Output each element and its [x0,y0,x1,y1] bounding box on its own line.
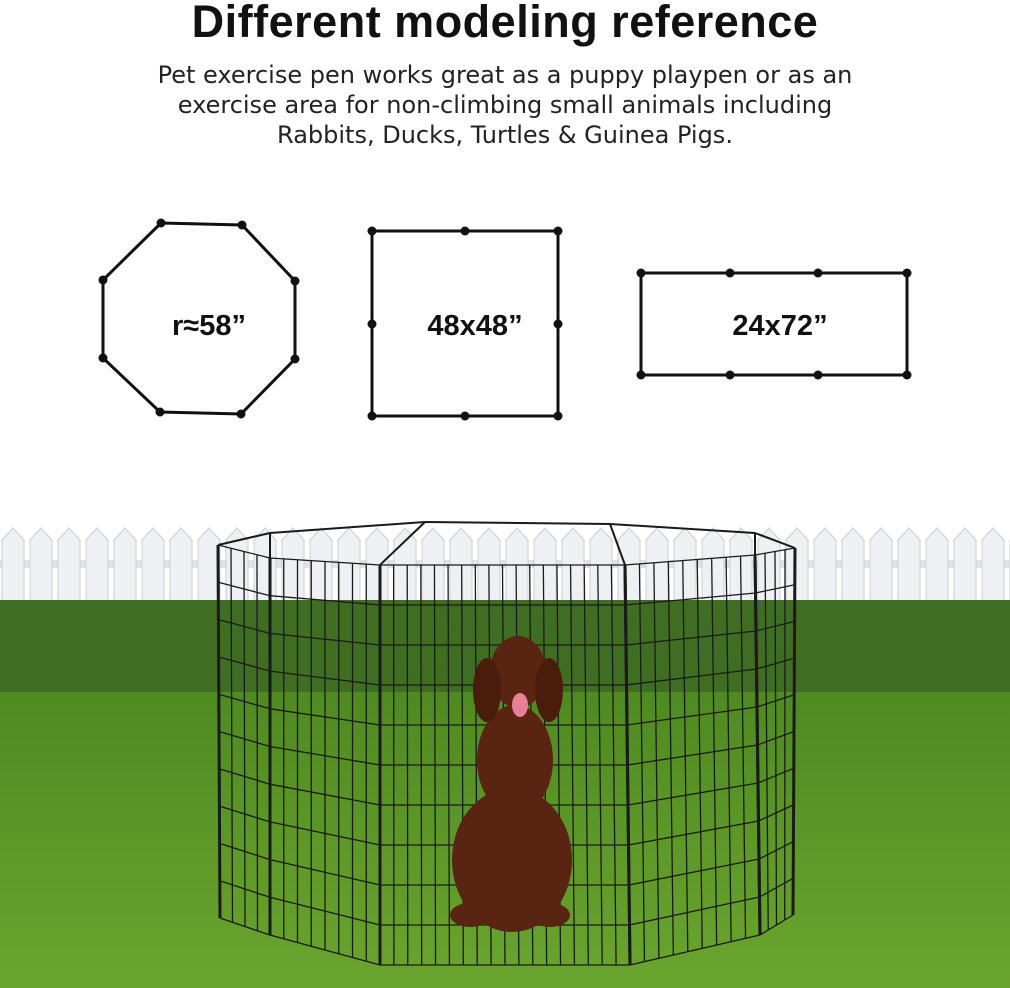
pen-wire [219,768,271,785]
pen-wire [759,877,794,898]
description-line: exercise area for non-climbing small ani… [177,91,833,119]
fence-picket [561,527,585,606]
fence-picket [449,527,473,606]
pen-wire [218,618,271,635]
pen-wire [219,842,271,861]
pen-wire [758,804,794,822]
pen-wire [217,544,271,559]
fence-picket [309,527,333,606]
pen-wire [756,657,795,670]
pen-wire [269,783,381,806]
pen-wire [269,708,381,726]
fence-picket [113,527,137,606]
pen-wire [218,730,271,748]
square-label: 48x48” [427,310,522,342]
fence-picket [981,527,1005,606]
fence-picket [757,527,781,606]
pen-wire [628,858,760,886]
pen-wire [628,820,759,846]
rectangle-label: 24x72” [732,310,827,342]
pen-wire [629,896,760,926]
pen-wire [759,914,794,936]
pen-wire [269,632,381,646]
pen-wire [269,821,381,846]
dog [450,636,572,932]
pen-wire [755,620,795,632]
pen-wire [625,630,757,646]
pen-wire [218,693,271,710]
pen-wire [626,668,757,686]
pen-wire [754,532,796,549]
fence-picket [645,527,669,606]
fence-picket [701,527,725,606]
fence-picket [505,527,529,606]
pen-wire [269,595,381,606]
fence-picket [393,527,417,606]
rectangle-posts [636,268,912,380]
fence-rail [0,560,1010,568]
pen-wire [219,805,271,823]
description-line: Pet exercise pen works great as a puppy … [157,61,853,89]
fence-picket [141,527,165,606]
pen-wire [756,694,795,708]
pen-wire [219,880,271,898]
pen-wire [627,782,759,806]
product-photo [0,460,1010,988]
fence-picket [617,527,641,606]
fence-picket [281,527,305,606]
fence-picket [589,527,613,606]
fence-picket [673,527,697,606]
pen-wire [754,547,796,556]
fence-picket [337,527,361,606]
page-title: Different modeling reference [191,0,819,47]
pen-wire [217,532,271,546]
fence-picket [365,527,389,606]
pen-wire [218,656,271,672]
pen-wire [625,592,756,606]
pen-wire [626,706,758,726]
octagon-label: r≈58” [172,310,246,342]
pen-wire [627,744,758,766]
pen-wire [269,521,426,534]
description: Pet exercise pen works great as a puppy … [0,60,1010,150]
fence-picket [785,527,809,606]
pen-wire [269,934,381,966]
shape-diagrams: r≈58” 48x48” 24x72” [98,218,912,421]
pen-wire [219,917,271,936]
fence-picket [869,527,893,606]
pen-wire [218,581,271,597]
fence-picket [85,527,109,606]
pen-wire [269,896,381,926]
octagon-posts [98,218,300,419]
fence-picket [57,527,81,606]
pen-wire [269,858,381,886]
fence-picket [29,527,53,606]
pen-wire [609,523,756,534]
rectangle-shape [639,271,909,377]
pen-wire [269,557,381,566]
fence-picket [841,527,865,606]
fence-picket [925,527,949,606]
fence-picket [169,527,193,606]
fence-picket [1,527,25,606]
pen-wire [757,730,795,746]
fence-picket [897,527,921,606]
pen-wire [757,767,795,784]
fence-picket [421,527,445,606]
description-line: Rabbits, Ducks, Turtles & Guinea Pigs. [277,121,733,149]
pen-wire [755,584,795,594]
pen-wire [379,521,426,566]
square-posts [367,226,563,421]
picket-fence [0,527,1010,606]
fence-picket [533,527,557,606]
pen-wire [758,841,794,860]
pen-wire [269,745,381,766]
pen-wire [624,554,756,566]
pen-wire [609,523,626,566]
pen-wire [269,670,381,686]
pen-wire [424,521,611,525]
fence-picket [813,527,837,606]
fence-picket [953,527,977,606]
pen-wire [629,934,761,966]
